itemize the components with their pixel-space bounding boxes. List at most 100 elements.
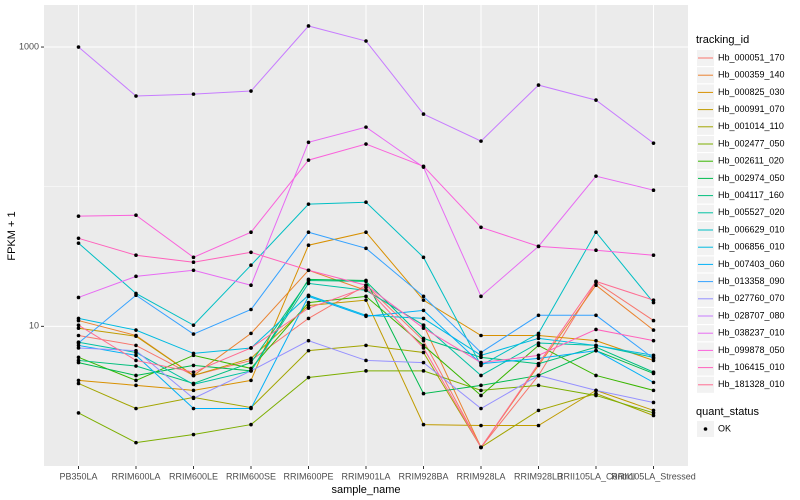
data-point [421, 255, 426, 260]
data-point [76, 355, 81, 360]
data-point [191, 351, 196, 356]
data-point [594, 343, 598, 348]
data-point [594, 327, 598, 332]
legend-label: Hb_000991_070 [718, 104, 785, 114]
data-point [536, 341, 541, 345]
data-point [191, 396, 196, 401]
data-point [594, 348, 598, 353]
data-point [76, 236, 81, 241]
data-point [191, 92, 196, 96]
data-point [479, 294, 483, 299]
legend-label: Hb_002974_050 [718, 173, 785, 183]
legend-label: Hb_013358_090 [718, 276, 785, 286]
legend-label: Hb_007403_060 [718, 259, 785, 269]
data-point [191, 363, 196, 368]
data-point [421, 298, 426, 302]
data-point [306, 316, 311, 321]
data-point [364, 285, 368, 290]
x-tick-label: RRIM928LA [456, 471, 505, 481]
data-point [306, 24, 311, 28]
legend-label: Hb_027760_070 [718, 293, 785, 303]
data-point [594, 388, 598, 393]
data-point [134, 364, 138, 368]
data-point [651, 141, 656, 145]
data-point [651, 328, 656, 332]
data-point [594, 230, 598, 235]
legend-label: Hb_181328_010 [718, 379, 785, 389]
data-point [76, 316, 81, 321]
legend-label: OK [718, 423, 731, 433]
data-point [479, 388, 483, 393]
data-point [651, 188, 656, 192]
data-point [651, 388, 656, 393]
data-point [594, 283, 598, 288]
data-point [651, 253, 656, 258]
x-tick-label: RRII105LA_Stressed [611, 471, 696, 481]
data-point [76, 378, 81, 383]
data-point [134, 274, 138, 279]
data-point [249, 356, 253, 361]
data-point [249, 331, 253, 336]
data-point [76, 323, 81, 327]
data-point [76, 241, 81, 245]
legend-label: Hb_038237_010 [718, 328, 785, 338]
data-point [364, 142, 368, 146]
data-point [306, 303, 311, 308]
data-point [191, 260, 196, 264]
data-point [594, 393, 598, 398]
data-point [306, 300, 311, 305]
x-tick-label: RRIM600LE [169, 471, 218, 481]
data-point [76, 295, 81, 300]
data-point [76, 346, 81, 350]
data-point [536, 313, 541, 318]
data-point [134, 353, 138, 358]
data-point [651, 298, 656, 302]
x-tick-label: PB350LA [59, 471, 97, 481]
data-point [536, 361, 541, 366]
data-point [306, 230, 311, 235]
x-tick-label: RRIM600SE [226, 471, 276, 481]
legend-label: Hb_005527_020 [718, 207, 785, 217]
legend-label: Hb_001014_110 [718, 121, 784, 131]
data-point [76, 214, 81, 218]
y-tick-label: 10 [29, 321, 39, 331]
data-point [134, 213, 138, 217]
data-point [536, 336, 541, 341]
data-point [364, 294, 368, 299]
data-point [421, 343, 426, 348]
data-point [191, 388, 196, 393]
data-point [364, 343, 368, 348]
data-point [191, 332, 196, 336]
data-point [134, 383, 138, 388]
x-tick-label: RRII105LA_Control [557, 471, 635, 481]
data-point [249, 378, 253, 383]
data-point [134, 358, 138, 363]
data-point [421, 422, 426, 427]
data-point [76, 333, 81, 338]
legend-label: Hb_002477_050 [718, 138, 785, 148]
legend-label: Hb_006856_010 [718, 242, 785, 252]
data-point [134, 440, 138, 445]
data-point [594, 279, 598, 284]
x-tick-label: RRIM928LB [514, 471, 563, 481]
y-axis-title: FPKM + 1 [6, 211, 18, 260]
data-point [249, 283, 253, 288]
data-point [306, 278, 311, 283]
legend-label: Hb_000051_170 [718, 52, 785, 62]
data-point [364, 200, 368, 205]
data-point [76, 45, 81, 49]
data-point [191, 373, 196, 378]
data-point [191, 432, 196, 437]
data-point [134, 373, 138, 378]
data-point [76, 326, 81, 330]
data-point [249, 360, 253, 365]
data-point [134, 378, 138, 383]
data-point [421, 112, 426, 116]
data-point [421, 294, 426, 299]
data-point [306, 281, 311, 286]
data-point [306, 268, 311, 273]
data-point [134, 348, 138, 353]
data-point [76, 411, 81, 415]
data-point [421, 336, 426, 341]
legend-label: Hb_000825_030 [718, 87, 785, 97]
